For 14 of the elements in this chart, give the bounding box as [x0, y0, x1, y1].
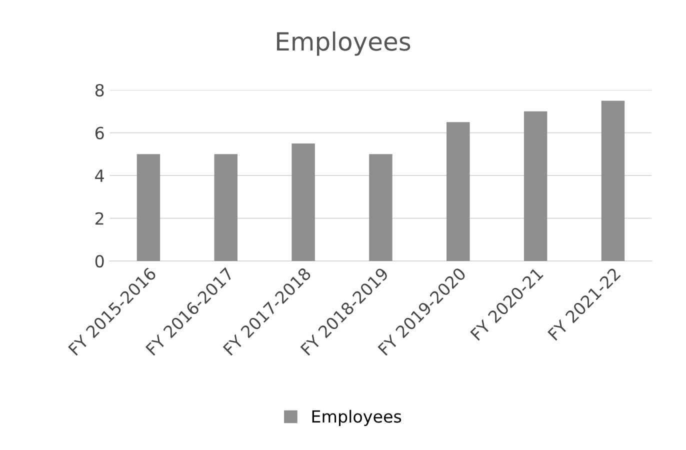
chart-title: Employees — [277, 32, 410, 56]
bar — [524, 111, 548, 261]
y-tick-label: 4 — [95, 170, 104, 182]
y-tick-label: 8 — [95, 84, 104, 97]
y-tick-label: 6 — [95, 126, 104, 140]
legend-label: Employees — [312, 410, 402, 426]
bar — [446, 122, 470, 261]
bar — [601, 100, 625, 261]
bar — [214, 154, 238, 261]
y-tick-label: 0 — [95, 254, 104, 268]
bar — [369, 154, 392, 261]
y-tick-label: 2 — [96, 212, 104, 225]
bar — [136, 154, 160, 261]
bar — [292, 143, 315, 261]
